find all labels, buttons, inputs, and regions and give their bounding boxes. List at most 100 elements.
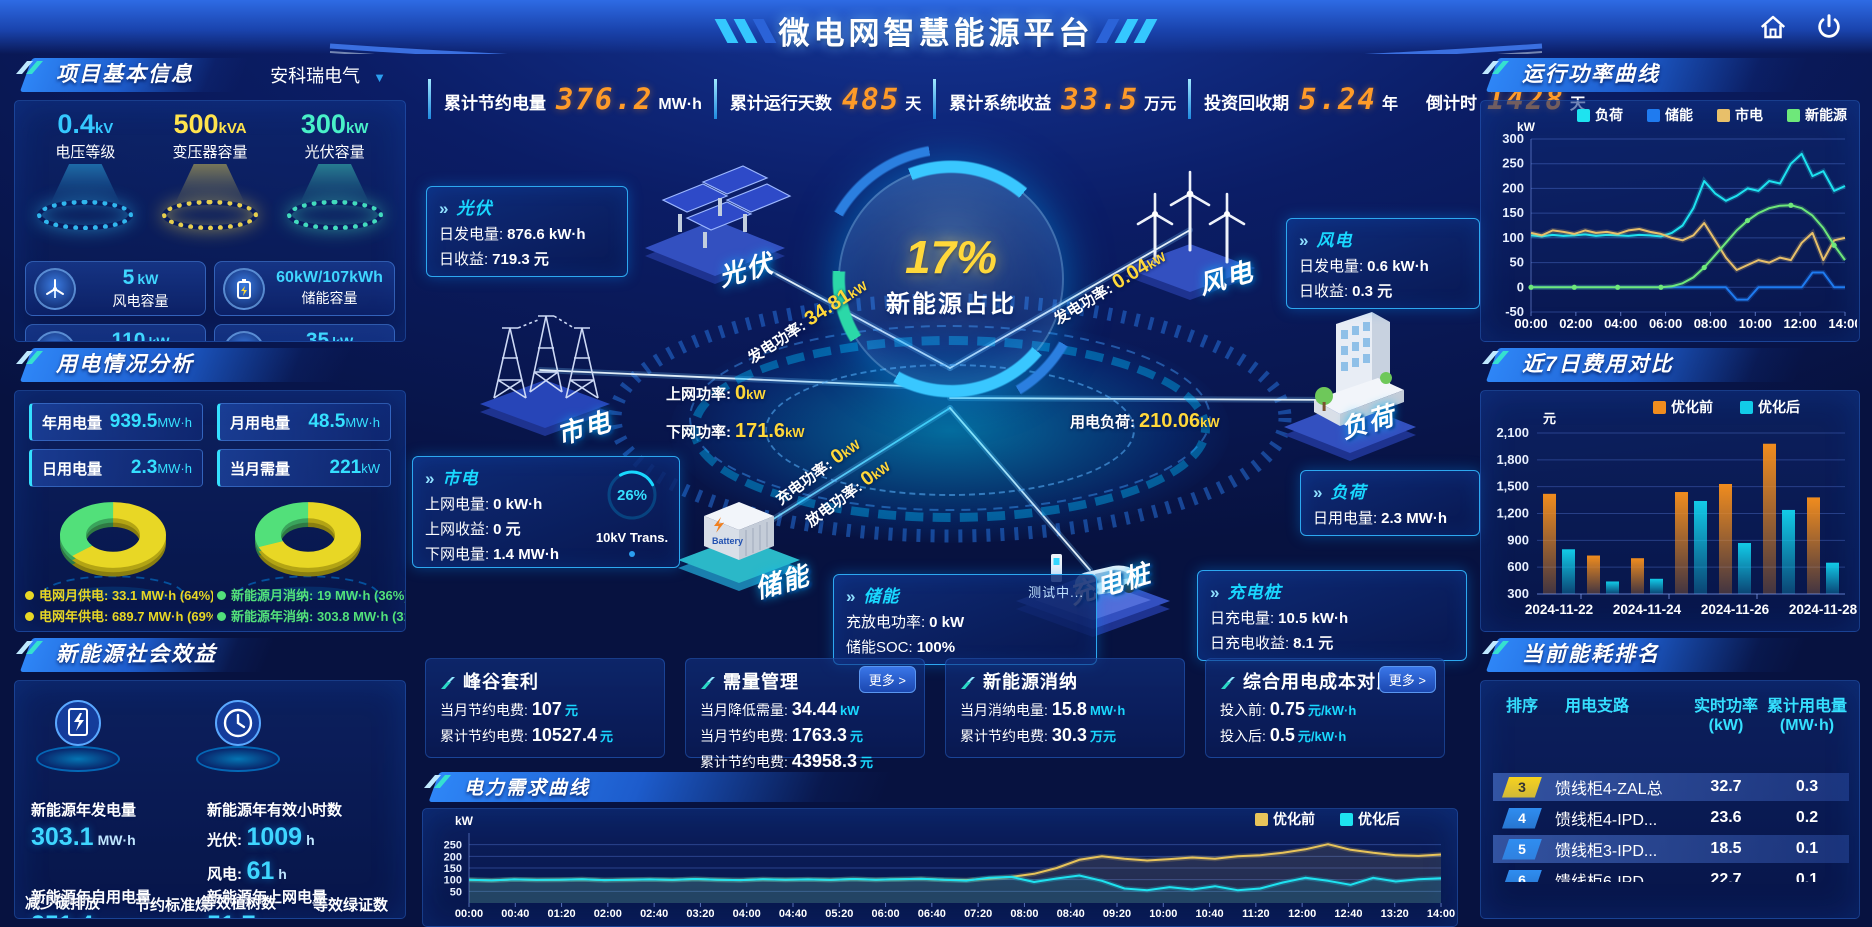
rank-badge: 6 <box>1502 869 1542 882</box>
node-storage-icon: Battery <box>678 502 800 591</box>
usage-stat-value: 48.5MW·h <box>308 411 380 432</box>
panel-usage-analysis: 用电情况分析 年用电量 939.5MW·h 月用电量 48.5MW·h 日用电量 2.3M… <box>12 346 408 632</box>
power-value: 22.7 <box>1710 871 1742 882</box>
stats-bar: 累计节约电量 376.2 MW·h 累计运行天数 485 天累计系统收益 33.5 万元 投资回… <box>428 79 1586 119</box>
rank-badge: 4 <box>1502 807 1542 829</box>
svg-text:06:00: 06:00 <box>872 908 900 920</box>
panel-corner-icon <box>16 61 43 74</box>
cone-ring <box>162 200 258 230</box>
stat-unit: 年 <box>1381 96 1398 113</box>
power-value: 18.5 <box>1710 840 1742 857</box>
pedestal-generation-icon <box>35 695 121 791</box>
svg-text:06:40: 06:40 <box>918 908 946 920</box>
metric-hours-wind: 风电: 61 h <box>207 857 287 885</box>
metric-coal: 节约标准煤 <box>135 897 211 914</box>
cone-value: 0.4kV <box>57 109 114 139</box>
usage-stat: 日用电量 2.3MW·h <box>29 449 203 487</box>
svg-text:00:40: 00:40 <box>501 908 529 920</box>
svg-text:150: 150 <box>444 863 462 875</box>
svg-text:1,200: 1,200 <box>1496 506 1529 521</box>
svg-text:08:00: 08:00 <box>1694 316 1727 331</box>
home-icon[interactable] <box>1758 12 1788 42</box>
power-value: 32.7 <box>1710 778 1742 795</box>
hub-arc <box>814 142 1088 416</box>
svg-text:kW: kW <box>455 814 474 828</box>
rank-cell: 5 <box>1493 838 1551 860</box>
stat-item: 累计节约电量 376.2 MW·h <box>428 79 714 119</box>
chart-legend-item[interactable]: 储能 <box>1647 107 1693 123</box>
donut-legend-item[interactable]: 电网月供电: 33.1 MW·h (64%) <box>25 585 213 604</box>
panel-demand-curve: 电力需求曲线 50 100 150 200 250 00:00 00:40 01:20 02:0… <box>420 770 1460 927</box>
metric-hours: 新能源年有效小时数 <box>207 802 343 819</box>
stat-unit: 万元 <box>1144 96 1177 113</box>
chart-legend-item[interactable]: 优化后 <box>1740 399 1800 415</box>
stat-label: 投资回收期 <box>1204 94 1290 113</box>
svg-text:02:00: 02:00 <box>594 908 622 920</box>
flow-label-grid-up: 上网功率: 0kW <box>666 382 766 404</box>
donut-legend-item[interactable]: 电网年供电: 689.7 MW·h (69%) <box>25 606 213 625</box>
svg-text:新能源: 新能源 <box>1805 107 1847 123</box>
branch-name: 馈线柜4-IPD... <box>1555 812 1658 829</box>
panel-corner-icon <box>16 641 43 654</box>
usage-stat: 月用电量 48.5MW·h <box>217 403 391 441</box>
transformer-gauge: 26% 10kV Trans. <box>593 467 671 557</box>
chart-legend-item[interactable]: 优化前 <box>1653 399 1713 415</box>
benefit-row: 投入前: 0.75 元/kW·h <box>1220 699 1357 719</box>
donut-legend-item[interactable]: 新能源月消纳: 19 MW·h (36%) <box>217 585 405 604</box>
power-icon[interactable] <box>1814 12 1844 42</box>
donut-chart-month <box>41 502 184 599</box>
ranking-header-cell: 实时功率 (kW) <box>1693 698 1758 734</box>
dc-charger-icon <box>34 330 76 341</box>
panel-title: 电力需求曲线 <box>464 778 591 799</box>
benefit-panel-2: 需量管理 更多 > 当月降低需量: 34.44 kW 当月节约电费: 1763.3 元累计节约… <box>685 658 925 771</box>
info-card-grid: » 市电 上网电量: 0 kW·h 上网收益: 0 元下网电量: 1.4 MW·h 26% 10… <box>412 456 680 568</box>
capacity-card: 5 kW 风电容量 <box>25 261 206 316</box>
card-title: » 光伏 <box>439 199 493 218</box>
donut-chart-year <box>236 502 379 599</box>
chart-legend-item[interactable]: 负荷 <box>1577 107 1623 123</box>
stat-value: 5.24 <box>1299 82 1377 116</box>
svg-text:优化前: 优化前 <box>1671 399 1713 415</box>
metric-generation-value: 303.1 MW·h <box>31 823 136 851</box>
svg-text:元: 元 <box>1543 411 1556 426</box>
card-row: 上网电量: 0 kW·h <box>425 496 543 513</box>
card-row: 日充电收益: 8.1 元 <box>1210 635 1334 652</box>
capacity-value: 5 kW <box>122 266 159 289</box>
panel-corner-icon <box>16 351 43 364</box>
svg-text:0: 0 <box>1517 279 1524 294</box>
panel-corner-icon <box>424 775 451 788</box>
svg-text:00:00: 00:00 <box>455 908 483 920</box>
capacity-value: 60kW/107kWh <box>276 269 383 286</box>
table-row[interactable]: 4 馈线柜4-IPD... 23.6 0.2 <box>1493 804 1849 832</box>
table-row[interactable]: 3 馈线柜4-ZAL总 32.7 0.3 <box>1493 773 1849 801</box>
benefit-row: 累计节约电费: 10527.4 元 <box>440 725 613 745</box>
more-button[interactable]: 更多 > <box>858 666 916 693</box>
svg-text:11:20: 11:20 <box>1242 908 1270 920</box>
chart-legend-item[interactable]: 优化后 <box>1340 811 1400 827</box>
benefit-row: 当月降低需量: 34.44 kW <box>700 699 860 719</box>
metric-certs: 等效绿证数 <box>313 897 389 914</box>
rank-badge: 3 <box>1502 776 1542 798</box>
donut-legend-item[interactable]: 新能源年消纳: 303.8 MW·h (31%) <box>217 606 405 625</box>
benefit-panel-1: 峰谷套利 当月节约电费: 107 元累计节约电费: 10527.4 元 <box>425 658 665 758</box>
rank-cell: 4 <box>1493 807 1551 829</box>
wind-turbine-icon <box>34 267 76 310</box>
svg-text:03:20: 03:20 <box>686 908 714 920</box>
more-button[interactable]: 更多 > <box>1378 666 1436 693</box>
chart-legend-item[interactable]: 优化前 <box>1255 811 1315 827</box>
table-row[interactable]: 6 馈线柜6-IPD 22.7 0.1 <box>1493 866 1849 882</box>
chart-legend-item[interactable]: 新能源 <box>1787 107 1847 123</box>
metric-export: 新能源年上网电量 <box>207 889 328 906</box>
battery-icon <box>223 267 265 310</box>
panel-corner-icon <box>1482 351 1509 364</box>
svg-text:200: 200 <box>444 851 462 863</box>
svg-text:10:00: 10:00 <box>1739 316 1772 331</box>
ranking-header: 排序 用电支路 实时功率 (kW) 累计用电量 (MW·h) <box>1493 697 1849 735</box>
chart-legend-item[interactable]: 市电 <box>1717 107 1763 123</box>
svg-text:10:40: 10:40 <box>1196 908 1224 920</box>
svg-text:250: 250 <box>444 840 462 852</box>
table-row[interactable]: 5 馈线柜3-IPD... 18.5 0.1 <box>1493 835 1849 863</box>
company-select[interactable]: 安科瑞电气 ▼ <box>270 62 386 88</box>
benefit-row: 累计节约电费: 30.3 万元 <box>960 725 1116 745</box>
power-value: 23.6 <box>1710 809 1742 826</box>
